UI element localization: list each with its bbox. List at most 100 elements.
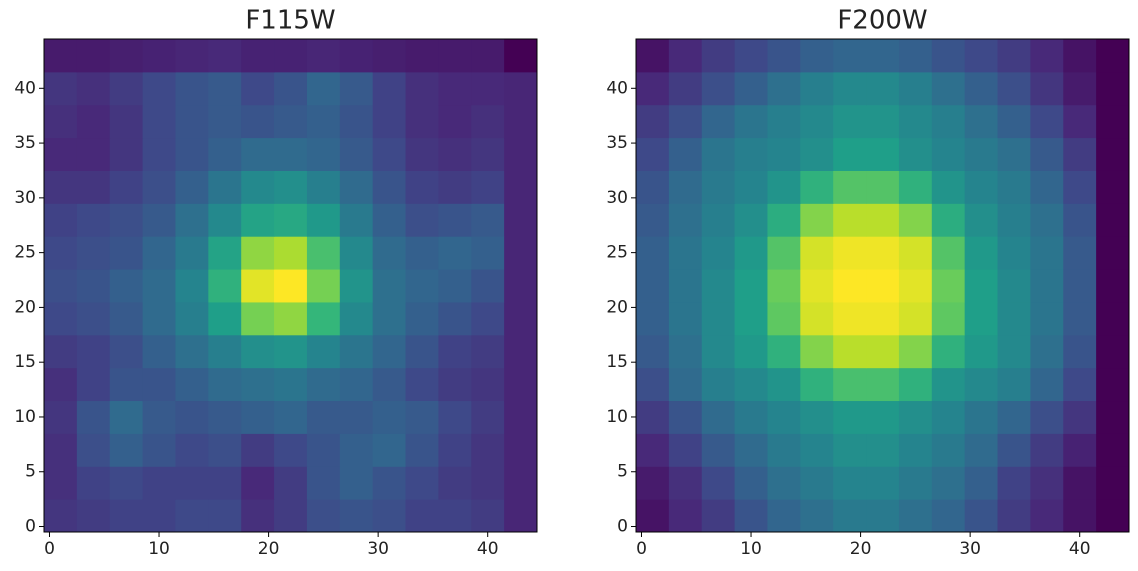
heatmap-cell <box>1096 39 1130 73</box>
heatmap-cell <box>175 137 209 171</box>
heatmap-cell <box>668 170 703 204</box>
heatmap-cell <box>898 499 933 533</box>
heatmap-cell <box>274 39 308 73</box>
heatmap-cell <box>109 466 144 500</box>
y-tick-label: 40 <box>606 78 628 98</box>
heatmap-cell <box>1063 137 1097 171</box>
heatmap-cell <box>866 301 900 336</box>
heatmap-cell <box>1096 400 1130 434</box>
heatmap-cell <box>241 104 275 139</box>
heatmap-cell <box>175 433 209 467</box>
plot-frame <box>43 38 538 533</box>
heatmap-cell <box>208 39 242 73</box>
heatmap-cell <box>208 236 242 270</box>
heatmap-cell <box>898 137 933 171</box>
heatmap-cell <box>636 203 670 237</box>
heatmap-cell <box>405 39 439 73</box>
heatmap-cell <box>306 104 341 139</box>
heatmap-cell <box>76 137 111 171</box>
heatmap-cell <box>438 433 472 467</box>
heatmap-cell <box>109 269 144 303</box>
heatmap-cell <box>1096 499 1130 533</box>
heatmap-cell <box>1096 466 1130 500</box>
plot-frame <box>635 38 1130 533</box>
heatmap-cell <box>405 433 439 467</box>
heatmap-cell <box>142 433 176 467</box>
heatmap-cell <box>274 334 308 369</box>
heatmap-cell <box>1063 269 1097 303</box>
heatmap-cell <box>471 71 505 106</box>
heatmap-cell <box>1030 301 1064 336</box>
heatmap-cell <box>898 466 933 500</box>
heatmap-cell <box>636 334 670 369</box>
heatmap-cell <box>241 170 275 204</box>
heatmap-cell <box>964 104 999 139</box>
heatmap-cell <box>964 367 999 402</box>
heatmap-panel <box>44 39 538 533</box>
heatmap-cell <box>866 334 900 369</box>
heatmap-cell <box>997 203 1031 237</box>
y-tick-label: 10 <box>14 407 36 427</box>
heatmap-cell <box>997 39 1031 73</box>
heatmap-cell <box>997 400 1031 434</box>
heatmap-cell <box>800 71 834 106</box>
heatmap-cell <box>931 203 966 237</box>
heatmap-cell <box>142 334 176 369</box>
heatmap-cell <box>504 104 538 139</box>
heatmap-cell <box>898 400 933 434</box>
heatmap-cell <box>734 301 768 336</box>
heatmap-cell <box>931 39 966 73</box>
heatmap-cell <box>471 433 505 467</box>
heatmap-cell <box>175 203 209 237</box>
heatmap-cell <box>701 269 736 303</box>
heatmap-cell <box>668 466 703 500</box>
heatmap-cell <box>833 466 867 500</box>
heatmap-cell <box>241 400 275 434</box>
heatmap-cell <box>504 203 538 237</box>
heatmap-cell <box>274 499 308 533</box>
heatmap-cell <box>76 104 111 139</box>
heatmap-cell <box>44 170 78 204</box>
heatmap-cell <box>997 269 1031 303</box>
heatmap-cell <box>668 236 703 270</box>
heatmap-cell <box>44 301 78 336</box>
heatmap-cell <box>931 236 966 270</box>
heatmap-cell <box>405 137 439 171</box>
heatmap-cell <box>372 236 407 270</box>
heatmap-cell <box>274 367 308 402</box>
heatmap-cell <box>767 269 801 303</box>
heatmap-cell <box>76 334 111 369</box>
x-tick-label: 30 <box>367 539 389 559</box>
heatmap-cell <box>274 466 308 500</box>
heatmap-cell <box>668 104 703 139</box>
heatmap-cell <box>898 236 933 270</box>
heatmap-cell <box>405 71 439 106</box>
heatmap-cell <box>175 301 209 336</box>
heatmap-cell <box>1063 104 1097 139</box>
heatmap-cell <box>109 203 144 237</box>
heatmap-cell <box>833 301 867 336</box>
x-tick-label: 10 <box>740 539 762 559</box>
heatmap-cell <box>800 170 834 204</box>
heatmap-cell <box>767 71 801 106</box>
heatmap-cell <box>734 137 768 171</box>
heatmap-cell <box>833 433 867 467</box>
heatmap-cell <box>175 71 209 106</box>
heatmap-cell <box>833 39 867 73</box>
heatmap-cell <box>997 137 1031 171</box>
heatmap-cell <box>734 39 768 73</box>
heatmap-cell <box>800 39 834 73</box>
heatmap-cell <box>241 236 275 270</box>
heatmap-cell <box>142 39 176 73</box>
heatmap-cell <box>734 466 768 500</box>
heatmap-cell <box>767 367 801 402</box>
x-tick-label: 0 <box>636 539 647 559</box>
heatmap-cell <box>109 334 144 369</box>
heatmap-cell <box>405 301 439 336</box>
heatmap-cell <box>208 137 242 171</box>
heatmap-cell <box>76 170 111 204</box>
heatmap-cell <box>668 400 703 434</box>
heatmap-cell <box>471 236 505 270</box>
heatmap-cell <box>241 433 275 467</box>
heatmap-cell <box>833 499 867 533</box>
